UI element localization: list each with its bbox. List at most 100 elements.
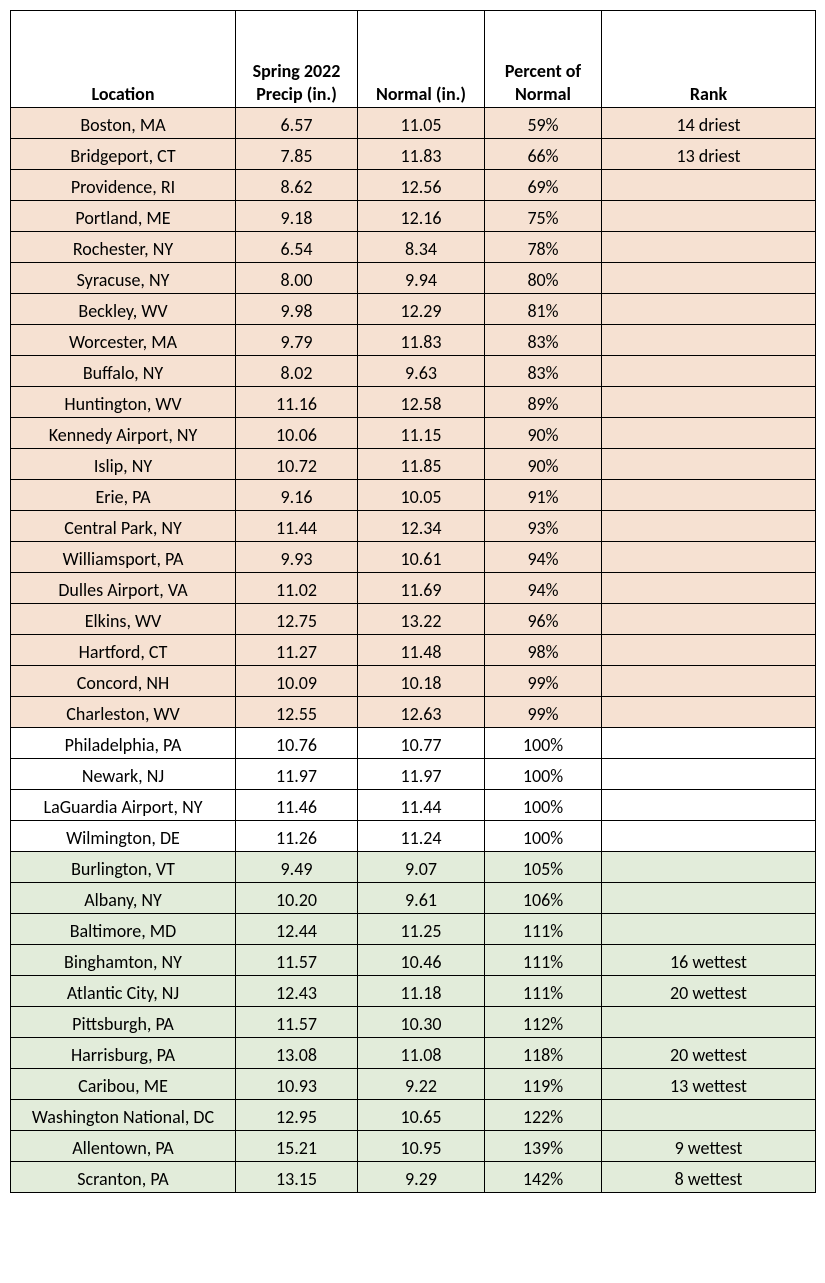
cell-normal: 9.94 <box>358 263 485 294</box>
table-row: Elkins, WV12.7513.2296% <box>11 604 816 635</box>
cell-percent: 100% <box>485 728 602 759</box>
cell-location: LaGuardia Airport, NY <box>11 790 236 821</box>
table-row: Albany, NY10.209.61106% <box>11 883 816 914</box>
cell-normal: 10.61 <box>358 542 485 573</box>
cell-precip: 11.44 <box>236 511 358 542</box>
table-row: Portland, ME9.1812.1675% <box>11 201 816 232</box>
cell-location: Atlantic City, NJ <box>11 976 236 1007</box>
cell-precip: 7.85 <box>236 139 358 170</box>
cell-normal: 11.24 <box>358 821 485 852</box>
table-row: Pittsburgh, PA11.5710.30112% <box>11 1007 816 1038</box>
cell-precip: 9.93 <box>236 542 358 573</box>
cell-percent: 112% <box>485 1007 602 1038</box>
table-row: Islip, NY10.7211.8590% <box>11 449 816 480</box>
cell-precip: 9.18 <box>236 201 358 232</box>
cell-normal: 11.05 <box>358 108 485 139</box>
cell-percent: 118% <box>485 1038 602 1069</box>
cell-precip: 9.49 <box>236 852 358 883</box>
cell-rank <box>602 790 816 821</box>
cell-precip: 11.02 <box>236 573 358 604</box>
cell-location: Scranton, PA <box>11 1162 236 1193</box>
cell-location: Kennedy Airport, NY <box>11 418 236 449</box>
cell-precip: 10.76 <box>236 728 358 759</box>
table-row: Hartford, CT11.2711.4898% <box>11 635 816 666</box>
table-row: Harrisburg, PA13.0811.08118%20 wettest <box>11 1038 816 1069</box>
cell-location: Charleston, WV <box>11 697 236 728</box>
cell-precip: 6.57 <box>236 108 358 139</box>
cell-location: Syracuse, NY <box>11 263 236 294</box>
cell-precip: 11.26 <box>236 821 358 852</box>
cell-precip: 11.27 <box>236 635 358 666</box>
cell-percent: 119% <box>485 1069 602 1100</box>
cell-precip: 10.09 <box>236 666 358 697</box>
cell-location: Hartford, CT <box>11 635 236 666</box>
cell-location: Providence, RI <box>11 170 236 201</box>
cell-location: Islip, NY <box>11 449 236 480</box>
cell-rank <box>602 759 816 790</box>
cell-precip: 13.08 <box>236 1038 358 1069</box>
cell-normal: 11.18 <box>358 976 485 1007</box>
cell-normal: 11.85 <box>358 449 485 480</box>
table-row: Scranton, PA13.159.29142%8 wettest <box>11 1162 816 1193</box>
precip-table: Location Spring 2022Precip (in.) Normal … <box>10 10 816 1193</box>
cell-rank <box>602 728 816 759</box>
cell-location: Allentown, PA <box>11 1131 236 1162</box>
cell-normal: 12.29 <box>358 294 485 325</box>
cell-percent: 83% <box>485 325 602 356</box>
cell-precip: 11.16 <box>236 387 358 418</box>
cell-rank <box>602 883 816 914</box>
cell-location: Boston, MA <box>11 108 236 139</box>
cell-percent: 100% <box>485 790 602 821</box>
cell-normal: 9.07 <box>358 852 485 883</box>
cell-normal: 11.69 <box>358 573 485 604</box>
cell-precip: 8.00 <box>236 263 358 294</box>
cell-percent: 66% <box>485 139 602 170</box>
table-row: Concord, NH10.0910.1899% <box>11 666 816 697</box>
cell-normal: 11.83 <box>358 139 485 170</box>
cell-percent: 94% <box>485 573 602 604</box>
cell-location: Harrisburg, PA <box>11 1038 236 1069</box>
cell-precip: 10.06 <box>236 418 358 449</box>
cell-percent: 69% <box>485 170 602 201</box>
cell-precip: 10.20 <box>236 883 358 914</box>
table-row: Newark, NJ11.9711.97100% <box>11 759 816 790</box>
cell-normal: 10.18 <box>358 666 485 697</box>
cell-rank <box>602 697 816 728</box>
cell-rank <box>602 480 816 511</box>
cell-location: Huntington, WV <box>11 387 236 418</box>
table-row: Atlantic City, NJ12.4311.18111%20 wettes… <box>11 976 816 1007</box>
cell-percent: 142% <box>485 1162 602 1193</box>
cell-normal: 10.95 <box>358 1131 485 1162</box>
cell-percent: 89% <box>485 387 602 418</box>
cell-normal: 11.44 <box>358 790 485 821</box>
cell-rank <box>602 542 816 573</box>
cell-normal: 10.65 <box>358 1100 485 1131</box>
cell-normal: 12.56 <box>358 170 485 201</box>
table-row: Providence, RI8.6212.5669% <box>11 170 816 201</box>
table-row: Baltimore, MD12.4411.25111% <box>11 914 816 945</box>
table-row: Central Park, NY11.4412.3493% <box>11 511 816 542</box>
cell-rank: 13 driest <box>602 139 816 170</box>
cell-location: Dulles Airport, VA <box>11 573 236 604</box>
cell-percent: 96% <box>485 604 602 635</box>
cell-percent: 100% <box>485 821 602 852</box>
cell-rank: 9 wettest <box>602 1131 816 1162</box>
cell-precip: 8.02 <box>236 356 358 387</box>
cell-precip: 11.57 <box>236 1007 358 1038</box>
cell-precip: 11.57 <box>236 945 358 976</box>
cell-percent: 78% <box>485 232 602 263</box>
cell-location: Elkins, WV <box>11 604 236 635</box>
cell-normal: 10.77 <box>358 728 485 759</box>
cell-rank <box>602 449 816 480</box>
cell-precip: 15.21 <box>236 1131 358 1162</box>
col-header-location: Location <box>11 11 236 108</box>
cell-precip: 12.75 <box>236 604 358 635</box>
table-row: Worcester, MA9.7911.8383% <box>11 325 816 356</box>
cell-rank <box>602 170 816 201</box>
cell-location: Rochester, NY <box>11 232 236 263</box>
cell-location: Wilmington, DE <box>11 821 236 852</box>
cell-location: Philadelphia, PA <box>11 728 236 759</box>
cell-rank <box>602 914 816 945</box>
cell-percent: 111% <box>485 945 602 976</box>
cell-rank <box>602 573 816 604</box>
